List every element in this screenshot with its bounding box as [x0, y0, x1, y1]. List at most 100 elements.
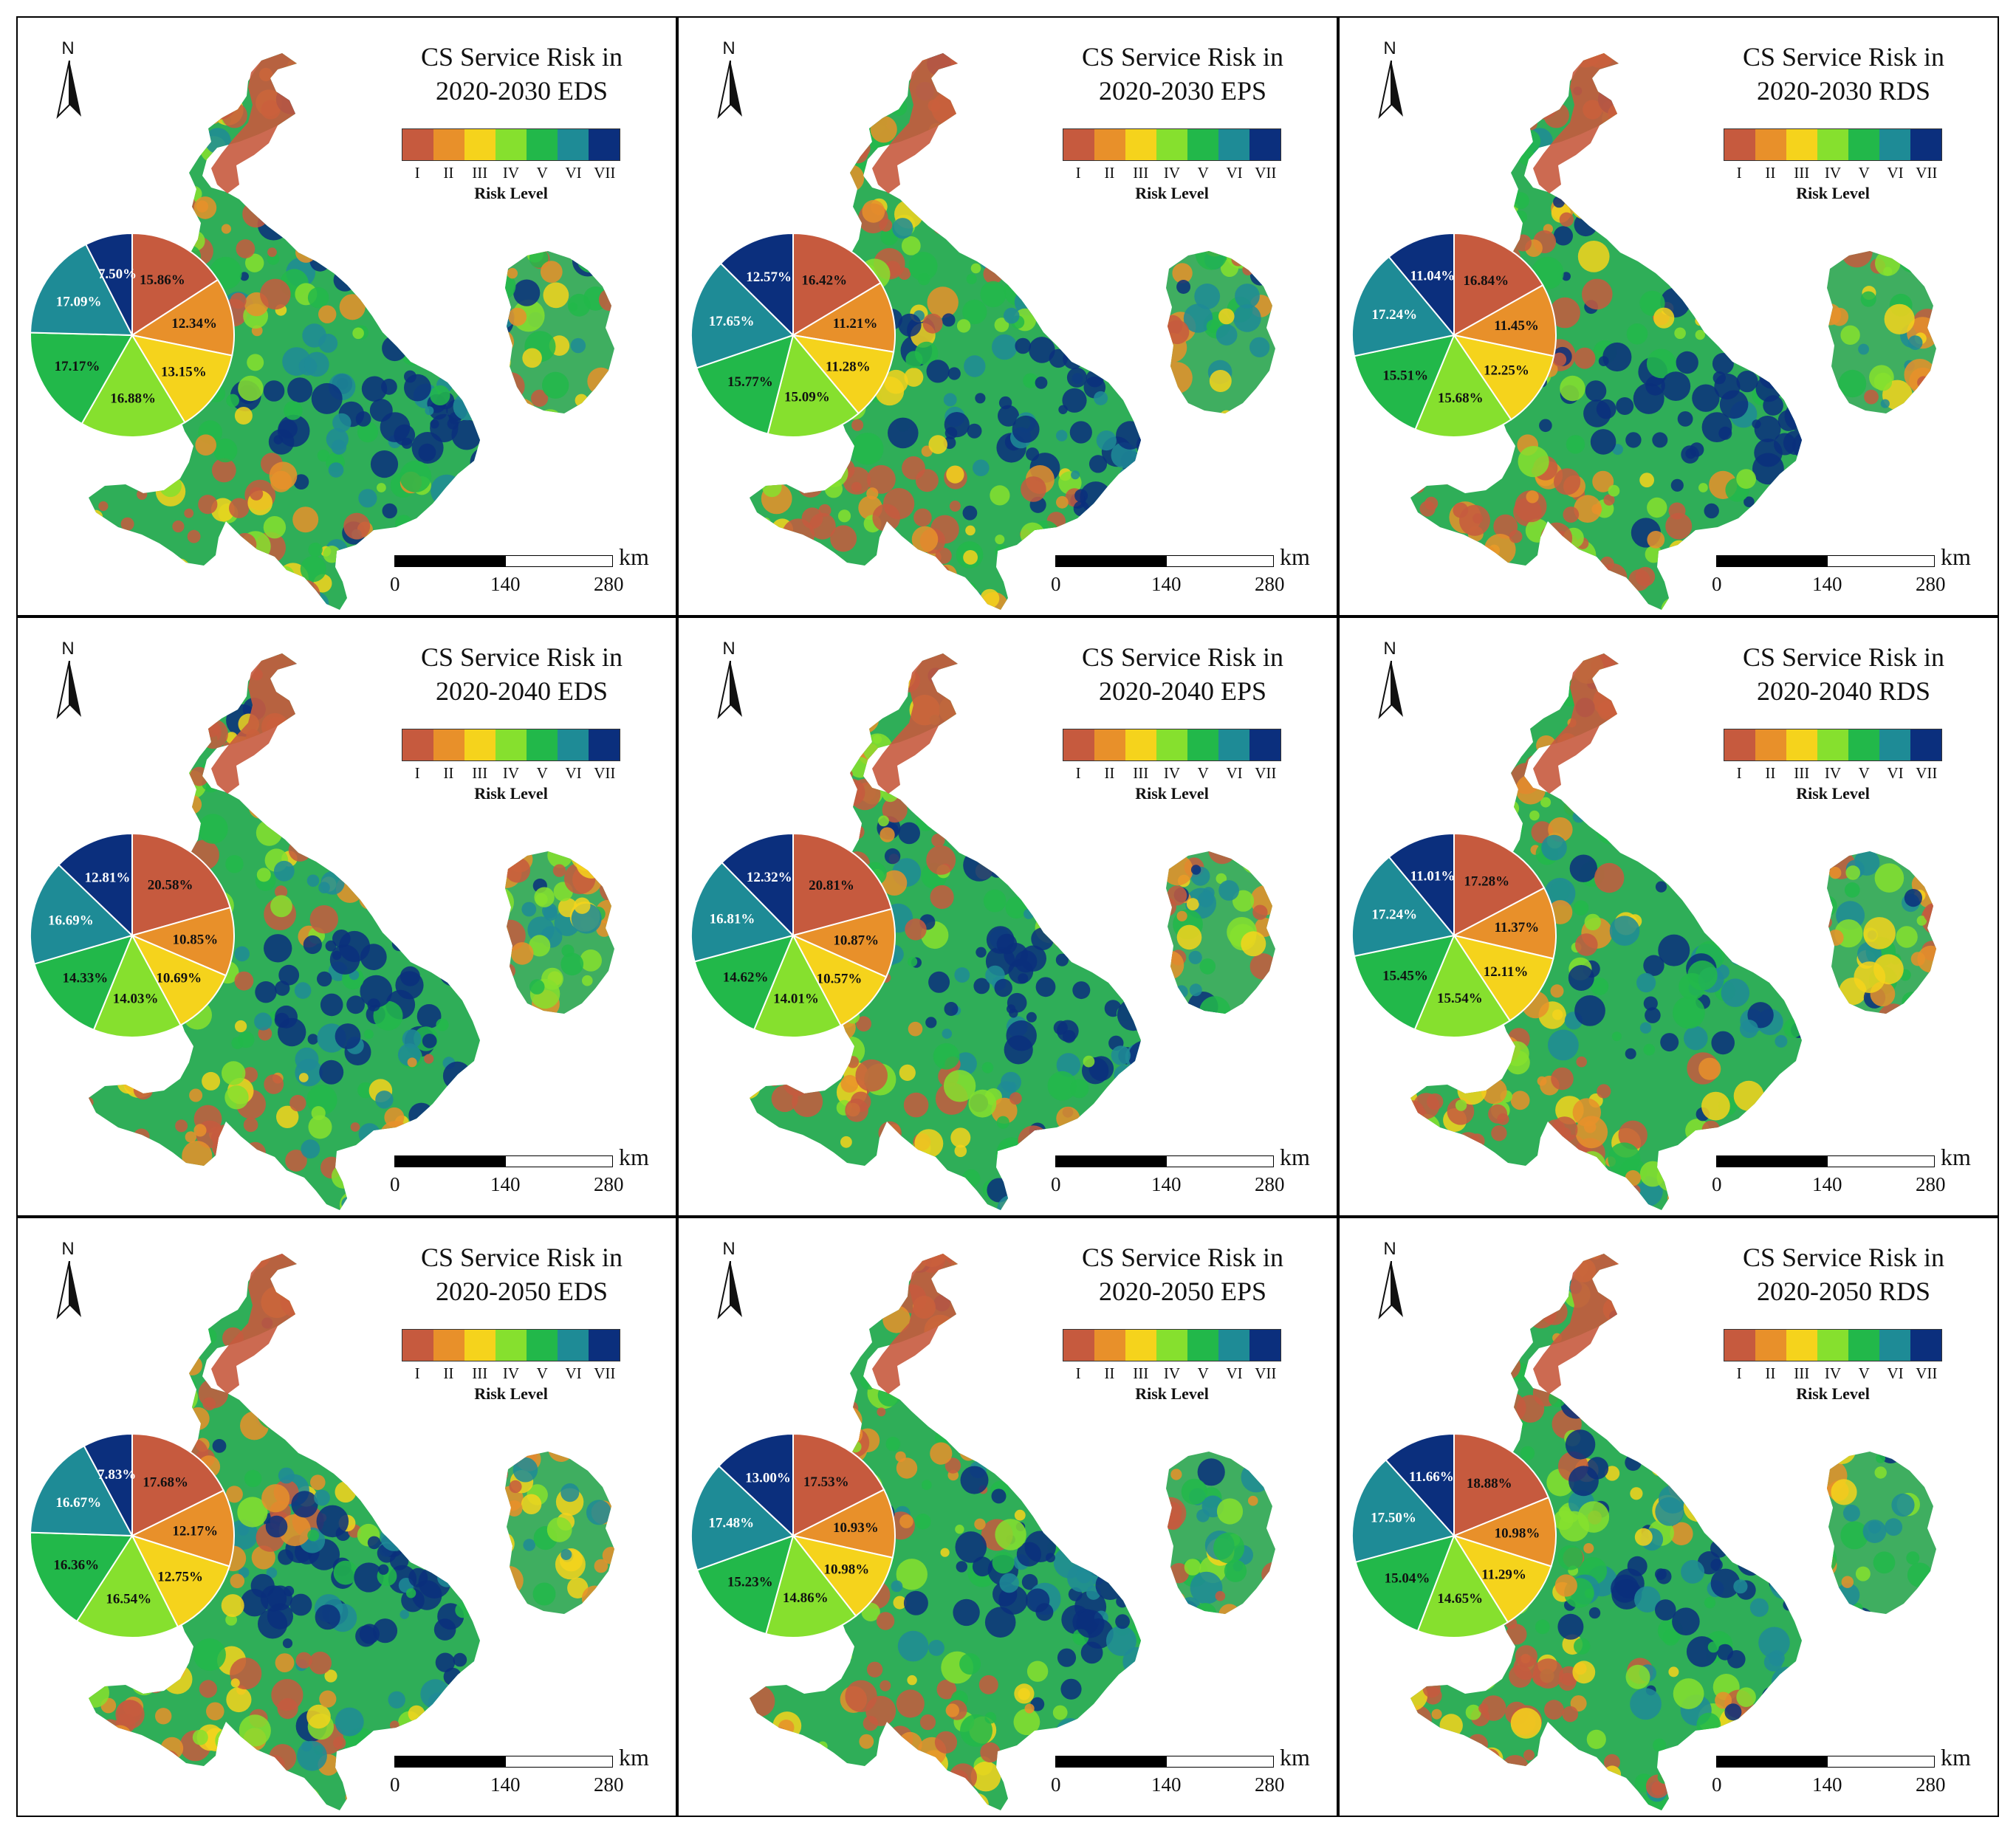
title-line-2: 2020-2040 RDS — [1756, 676, 1931, 706]
pie-slice-level-I — [792, 232, 882, 337]
legend-label-IV: IV — [1163, 764, 1181, 782]
scale-tick-0: 0 — [390, 1173, 400, 1195]
legend-swatch-VII — [1910, 729, 1941, 760]
legend-swatch-II — [1094, 1330, 1125, 1361]
legend-label-II: II — [1765, 764, 1776, 782]
pie-slice-level-V — [30, 1531, 134, 1623]
scale-unit: km — [1280, 1744, 1310, 1771]
pie-label-level-V: 15.23% — [727, 1575, 773, 1590]
pie-label-level-V: 16.36% — [53, 1558, 99, 1573]
legend-label-VI: VI — [1887, 764, 1904, 782]
legend-swatches — [402, 128, 620, 161]
title-line-2: 2020-2050 RDS — [1756, 1277, 1931, 1306]
pie-slice-level-V — [33, 934, 134, 1031]
pie-label-level-III: 11.29% — [1481, 1567, 1526, 1583]
legend-level-labels: I II III IV V VI VII — [402, 164, 620, 182]
north-arrow-icon — [56, 1261, 81, 1320]
scale-bar: km 0 140 280 — [1712, 543, 1982, 608]
scale-unit: km — [1280, 1144, 1310, 1170]
north-arrow-icon — [717, 61, 742, 120]
legend-swatch-VI — [1879, 129, 1910, 160]
map-northern-band — [1533, 653, 1619, 794]
legend-caption: Risk Level — [474, 1384, 548, 1403]
pie-slice-level-IV — [75, 1534, 179, 1638]
legend-label-VI: VI — [565, 164, 582, 182]
scale-tick-0: 0 — [1712, 1773, 1722, 1796]
north-arrow-icon — [1378, 61, 1403, 120]
legend-level-labels: I II III IV V VI VII — [402, 764, 620, 783]
pie-label-level-VI: 16.81% — [710, 911, 755, 927]
panel-title: CS Service Risk in 2020-2040 EDS — [372, 640, 671, 708]
north-arrow-icon — [56, 661, 81, 720]
legend-label-III: III — [1133, 164, 1149, 182]
map-panel-3: N CS Service Risk in 2020-2030 RDS I II II… — [1338, 16, 1999, 617]
risk-map — [1410, 1254, 1936, 1810]
legend-label-VI: VI — [1226, 764, 1243, 782]
scale-bar-white-segment — [1827, 1155, 1935, 1167]
pie-label-level-II: 10.87% — [833, 933, 879, 949]
pie-label-level-V: 15.51% — [1382, 368, 1428, 384]
legend-label-III: III — [1133, 1364, 1149, 1382]
scale-tick-280: 280 — [1916, 1173, 1946, 1195]
pie-label-level-VII: 12.81% — [85, 870, 131, 885]
legend-swatch-VI — [1879, 729, 1910, 760]
north-arrow: N — [1375, 1239, 1419, 1328]
legend-level-labels: I II III IV V VI VII — [402, 1364, 620, 1383]
north-label: N — [722, 1239, 736, 1259]
legend-label-VII: VII — [594, 764, 616, 782]
pie-slice-level-VI — [1351, 856, 1456, 958]
legend-level-labels: I II III IV V VI VII — [1063, 764, 1281, 783]
pie-slice-level-V — [1353, 934, 1456, 1031]
title-line-1: CS Service Risk in — [420, 1243, 623, 1272]
scale-tick-0: 0 — [390, 573, 400, 595]
legend-label-I: I — [1075, 164, 1081, 182]
scale-tick-280: 280 — [1255, 573, 1285, 595]
risk-legend: I II III IV V VI VII Risk Level — [402, 1329, 623, 1404]
legend-swatch-I — [402, 1330, 433, 1361]
pie-label-level-VII: 7.83% — [97, 1467, 136, 1483]
scale-bar: km 0 140 280 — [390, 1144, 660, 1209]
legend-label-III: III — [1794, 1364, 1810, 1382]
panel-title: CS Service Risk in 2020-2030 EDS — [372, 40, 671, 108]
map-panel-7: N CS Service Risk in 2020-2050 EDS I II II… — [16, 1217, 677, 1817]
legend-swatch-V — [1187, 129, 1218, 160]
map-northern-band — [1533, 1254, 1619, 1394]
north-arrow-icon — [1378, 661, 1403, 720]
legend-swatch-V — [1848, 729, 1879, 760]
pie-label-level-IV: 15.09% — [784, 390, 830, 405]
pie-slice-level-IV — [752, 933, 842, 1038]
legend-label-V: V — [1858, 164, 1870, 182]
risk-pie-chart: 18.88% 10.98% 11.29% 14.65% 15.04% 17.50% 11.6… — [1351, 1432, 1557, 1638]
pie-label-level-I: 20.81% — [809, 878, 854, 893]
legend-swatch-I — [1724, 1330, 1755, 1361]
pie-slice-level-V — [1354, 1534, 1456, 1632]
pie-slice-level-VI — [690, 262, 795, 369]
legend-swatch-II — [433, 1330, 464, 1361]
map-northern-band — [211, 53, 297, 193]
panel-title: CS Service Risk in 2020-2030 EPS — [1033, 40, 1332, 108]
scale-bar-white-segment — [1166, 1756, 1274, 1768]
scale-unit: km — [1280, 543, 1310, 570]
legend-swatch-IV — [1156, 1330, 1187, 1361]
legend-swatch-I — [1724, 129, 1755, 160]
legend-swatch-IV — [1156, 729, 1187, 760]
north-arrow-icon — [717, 661, 742, 720]
north-arrow-icon — [717, 1261, 742, 1320]
legend-swatch-V — [527, 129, 558, 160]
risk-pie-chart: 15.86% 12.34% 13.15% 16.88% 17.17% 17.09% 7.50… — [30, 232, 235, 438]
pie-slice-level-VII — [1385, 1432, 1455, 1538]
map-northern-band — [1533, 53, 1619, 193]
pie-slice-level-VI — [29, 863, 134, 965]
pie-label-level-VI: 17.24% — [1371, 307, 1417, 323]
legend-swatch-II — [1755, 1330, 1786, 1361]
legend-swatch-III — [1125, 729, 1156, 760]
legend-label-II: II — [443, 164, 454, 182]
panel-title: CS Service Risk in 2020-2040 RDS — [1694, 640, 1993, 708]
pie-slice-level-II — [791, 281, 896, 353]
legend-swatch-V — [527, 729, 558, 760]
legend-label-VII: VII — [1916, 1364, 1938, 1382]
pie-label-level-V: 15.04% — [1385, 1570, 1430, 1586]
pie-slice-level-I — [131, 832, 231, 937]
pie-label-level-VII: 13.00% — [745, 1471, 791, 1486]
legend-label-I: I — [414, 164, 420, 182]
